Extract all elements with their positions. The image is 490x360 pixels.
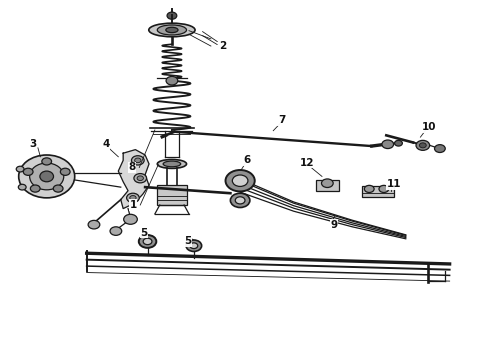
Circle shape: [435, 145, 445, 153]
Bar: [362, 186, 393, 197]
Ellipse shape: [30, 163, 64, 190]
Text: 4: 4: [102, 139, 110, 149]
Circle shape: [126, 193, 139, 203]
Text: 10: 10: [422, 122, 437, 132]
Ellipse shape: [157, 25, 187, 35]
Text: 11: 11: [386, 179, 401, 189]
Text: 7: 7: [278, 115, 285, 125]
Circle shape: [24, 168, 33, 175]
Circle shape: [232, 175, 248, 186]
Circle shape: [137, 176, 144, 180]
Circle shape: [416, 140, 430, 150]
Circle shape: [166, 76, 178, 85]
Circle shape: [130, 195, 136, 200]
Text: 6: 6: [244, 156, 251, 165]
Bar: [157, 185, 187, 205]
Circle shape: [110, 227, 122, 235]
Circle shape: [16, 166, 24, 172]
Circle shape: [30, 185, 40, 192]
Circle shape: [419, 143, 426, 148]
Text: 5: 5: [140, 228, 147, 238]
Circle shape: [18, 184, 26, 190]
Circle shape: [131, 156, 144, 165]
Circle shape: [394, 140, 402, 146]
Circle shape: [143, 238, 152, 245]
Text: 5: 5: [184, 237, 191, 247]
Circle shape: [190, 243, 198, 249]
Polygon shape: [118, 150, 149, 208]
Text: 8: 8: [128, 162, 136, 172]
Ellipse shape: [40, 171, 53, 182]
Ellipse shape: [166, 27, 178, 33]
Circle shape: [139, 235, 156, 248]
Circle shape: [134, 174, 147, 183]
Circle shape: [321, 179, 333, 188]
Text: 12: 12: [300, 158, 315, 168]
Circle shape: [42, 158, 51, 165]
Circle shape: [123, 214, 137, 224]
Ellipse shape: [149, 23, 195, 37]
Circle shape: [186, 240, 202, 251]
Circle shape: [167, 12, 177, 19]
Text: 3: 3: [29, 139, 37, 149]
Text: 2: 2: [220, 41, 227, 51]
Ellipse shape: [163, 161, 181, 167]
Circle shape: [53, 185, 63, 192]
Circle shape: [88, 220, 100, 229]
Circle shape: [379, 185, 389, 193]
Circle shape: [230, 193, 250, 207]
Ellipse shape: [19, 155, 74, 198]
Ellipse shape: [157, 159, 187, 168]
Circle shape: [135, 158, 141, 163]
Text: 1: 1: [129, 200, 137, 210]
Circle shape: [235, 197, 245, 204]
Text: 9: 9: [330, 220, 337, 230]
Circle shape: [365, 185, 374, 193]
Circle shape: [60, 168, 70, 175]
Bar: [316, 180, 339, 191]
Circle shape: [382, 140, 393, 149]
Circle shape: [225, 170, 255, 192]
